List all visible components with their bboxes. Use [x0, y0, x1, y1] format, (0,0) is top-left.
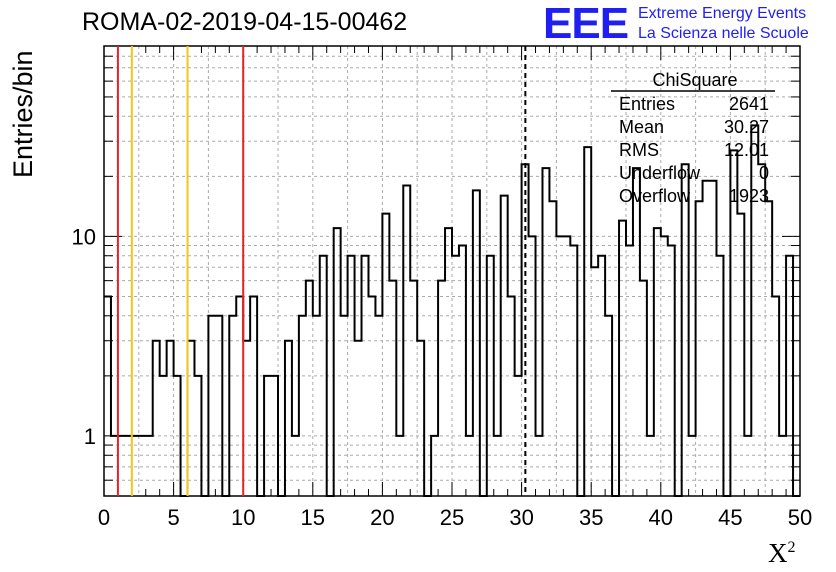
stats-row-label: RMS	[619, 140, 659, 160]
logo-line-1: Extreme Energy Events	[638, 5, 807, 22]
stats-row-label: Mean	[619, 117, 664, 137]
run-title: ROMA-02-2019-04-15-00462	[82, 8, 408, 36]
logo-line-2: La Scienza nelle Scuole	[638, 25, 809, 42]
y-axis-label: Entries/bin	[8, 50, 38, 178]
x-tick-label: 20	[370, 505, 394, 530]
eee-logo: EEE	[543, 0, 629, 48]
x-tick-label: 0	[98, 505, 110, 530]
stats-row-value: 12.01	[724, 140, 769, 160]
stats-row-value: 30.27	[724, 117, 769, 137]
stats-row-label: Entries	[619, 94, 675, 114]
x-tick-label: 30	[509, 505, 533, 530]
x-tick-label: 10	[231, 505, 255, 530]
x-tick-label: 45	[718, 505, 742, 530]
stats-row-label: Underflow	[619, 163, 701, 183]
y-tick-label: 1	[84, 424, 96, 449]
x-tick-label: 25	[440, 505, 464, 530]
x-tick-label: 35	[579, 505, 603, 530]
x-tick-label: 40	[649, 505, 673, 530]
stats-row-value: 0	[759, 163, 769, 183]
stats-row-value: 2641	[729, 94, 769, 114]
y-tick-label: 10	[72, 224, 96, 249]
stats-box-title: ChiSquare	[652, 70, 737, 90]
stats-row-label: Overflow	[619, 186, 691, 206]
x-axis-label: X2	[768, 538, 796, 569]
histogram-series	[104, 124, 800, 497]
stats-row-value: 1923	[729, 186, 769, 206]
x-tick-label: 50	[788, 505, 812, 530]
x-tick-label: 15	[301, 505, 325, 530]
x-axis-label-sup: 2	[787, 539, 796, 556]
x-axis-label-text: X	[768, 538, 788, 568]
x-tick-label: 5	[167, 505, 179, 530]
